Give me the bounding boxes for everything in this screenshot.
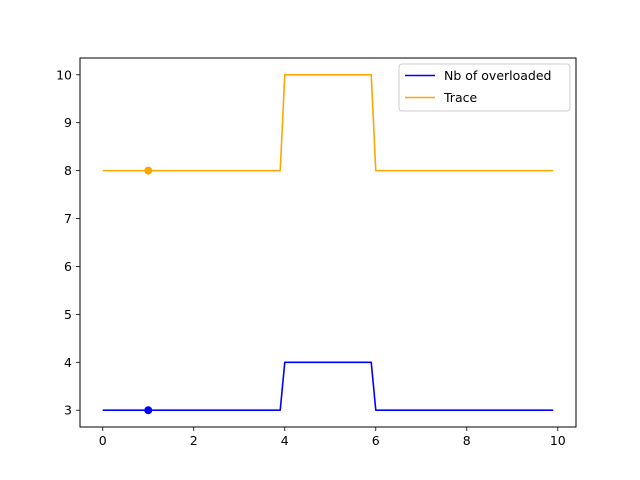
plot-area <box>102 73 554 415</box>
x-tick-label: 4 <box>281 433 289 448</box>
x-tick-label: 2 <box>190 433 198 448</box>
axes-frame <box>79 57 577 428</box>
y-tick-label: 9 <box>64 115 72 130</box>
legend: Nb of overloaded Trace <box>398 63 571 112</box>
y-tick-label: 3 <box>64 403 72 418</box>
y-tick-label: 4 <box>64 355 72 370</box>
x-tick-label: 6 <box>372 433 380 448</box>
y-axis: 3 4 5 6 7 8 9 10 <box>56 67 80 418</box>
legend-label-nb-of-overloaded: Nb of overloaded <box>444 68 552 83</box>
series-marker-nb-of-overloaded <box>144 406 153 415</box>
series-marker-trace <box>144 166 153 175</box>
x-tick-label: 8 <box>463 433 471 448</box>
y-tick-label: 10 <box>56 67 72 82</box>
x-tick-label: 10 <box>550 433 566 448</box>
series-line-trace <box>102 73 554 172</box>
y-tick-label: 8 <box>64 163 72 178</box>
x-axis: 0 2 4 6 8 10 <box>99 427 566 448</box>
y-tick-label: 7 <box>64 211 72 226</box>
series-line-nb-of-overloaded <box>102 361 554 412</box>
x-tick-label: 0 <box>99 433 107 448</box>
legend-label-trace: Trace <box>443 90 477 105</box>
legend-box <box>398 63 571 112</box>
y-tick-label: 6 <box>64 259 72 274</box>
y-tick-label: 5 <box>64 307 72 322</box>
